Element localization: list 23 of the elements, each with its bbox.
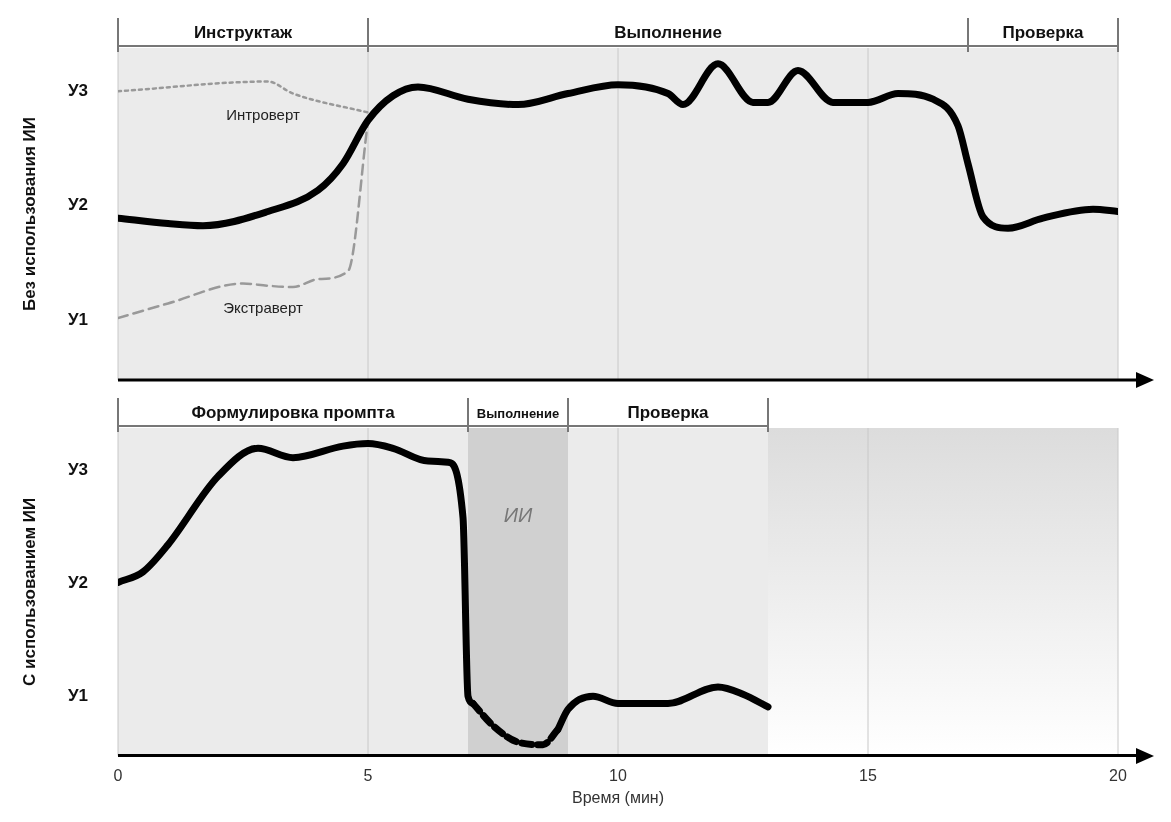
- x-tick-label: 20: [1109, 766, 1127, 784]
- band-label: Выполнение: [476, 406, 560, 421]
- series-label: Интроверт: [226, 105, 300, 123]
- series-label: Экстраверт: [223, 299, 303, 317]
- text: У3: [67, 460, 88, 480]
- y-axis-title: Без использования ИИ: [19, 116, 39, 312]
- text: У2: [67, 573, 88, 593]
- band-label: Инструктаж: [193, 23, 294, 42]
- text: У2: [67, 195, 88, 215]
- band-label: Формулировка промпта: [191, 403, 396, 422]
- x-tick-label: 15: [859, 766, 877, 784]
- x-axis-title: Время (мин): [571, 788, 665, 806]
- band-label: Проверка: [627, 403, 710, 422]
- text: У1: [67, 309, 88, 329]
- y-axis-title: С использованием ИИ: [19, 497, 39, 686]
- band-label: Проверка: [1002, 23, 1085, 42]
- band-label: Выполнение: [614, 23, 722, 42]
- x-tick-label: 10: [609, 766, 627, 784]
- x-tick-label: 0: [113, 766, 123, 784]
- text: У3: [67, 80, 88, 100]
- text: У1: [67, 686, 88, 706]
- annotation: ИИ: [503, 504, 533, 527]
- x-tick-label: 5: [363, 766, 373, 784]
